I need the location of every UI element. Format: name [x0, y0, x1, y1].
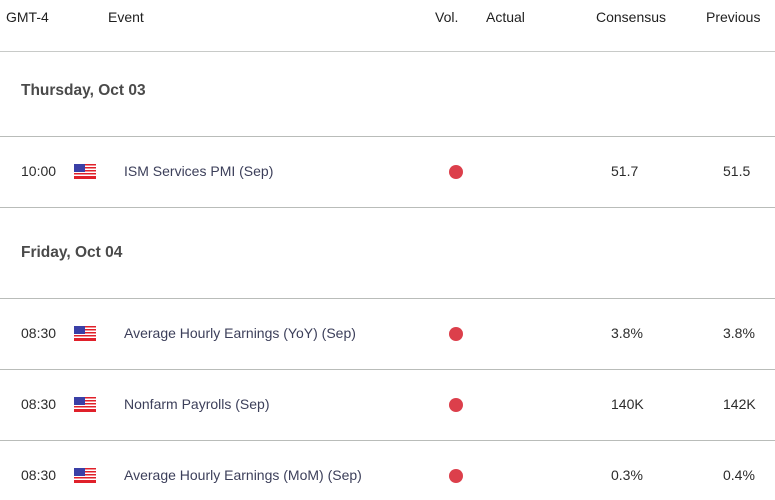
event-previous: 0.4% — [723, 467, 755, 483]
us-flag-icon — [74, 164, 96, 179]
day-label: Thursday, Oct 03 — [21, 82, 146, 99]
event-consensus: 3.8% — [611, 325, 643, 341]
us-flag-icon — [74, 468, 96, 483]
event-name[interactable]: Average Hourly Earnings (MoM) (Sep) — [124, 467, 362, 483]
us-flag-icon — [74, 397, 96, 412]
event-name[interactable]: ISM Services PMI (Sep) — [124, 163, 274, 179]
event-time: 08:30 — [21, 396, 57, 412]
high-volatility-dot-icon — [449, 469, 463, 483]
event-time: 08:30 — [21, 325, 57, 341]
header-event: Event — [108, 9, 144, 25]
table-header: GMT-4 Event Vol. Actual Consensus Previo… — [0, 0, 775, 52]
header-timezone[interactable]: GMT-4 — [6, 9, 49, 25]
event-consensus: 140K — [611, 396, 644, 412]
high-volatility-dot-icon — [449, 327, 463, 341]
event-previous: 51.5 — [723, 163, 751, 179]
high-volatility-dot-icon — [449, 165, 463, 179]
day-group-header: Friday, Oct 04 — [0, 208, 775, 299]
table-row[interactable]: 08:30 Average Hourly Earnings (YoY) (Sep… — [0, 299, 775, 370]
event-time: 08:30 — [21, 467, 57, 483]
header-volatility: Vol. — [435, 9, 459, 25]
header-previous: Previous — [706, 9, 761, 25]
event-consensus: 51.7 — [611, 163, 639, 179]
event-name[interactable]: Average Hourly Earnings (YoY) (Sep) — [124, 325, 356, 341]
table-row[interactable]: 08:30 Average Hourly Earnings (MoM) (Sep… — [0, 441, 775, 500]
table-row[interactable]: 08:30 Nonfarm Payrolls (Sep) 140K 142K — [0, 370, 775, 441]
event-consensus: 0.3% — [611, 467, 643, 483]
us-flag-icon — [74, 326, 96, 341]
event-name[interactable]: Nonfarm Payrolls (Sep) — [124, 396, 270, 412]
header-consensus: Consensus — [596, 9, 667, 25]
header-actual: Actual — [486, 9, 525, 25]
event-previous: 142K — [723, 396, 756, 412]
high-volatility-dot-icon — [449, 398, 463, 412]
event-time: 10:00 — [21, 163, 57, 179]
event-previous: 3.8% — [723, 325, 755, 341]
day-group-header: Thursday, Oct 03 — [0, 52, 775, 137]
table-row[interactable]: 10:00 ISM Services PMI (Sep) 51.7 51.5 — [0, 137, 775, 208]
day-label: Friday, Oct 04 — [21, 244, 123, 261]
